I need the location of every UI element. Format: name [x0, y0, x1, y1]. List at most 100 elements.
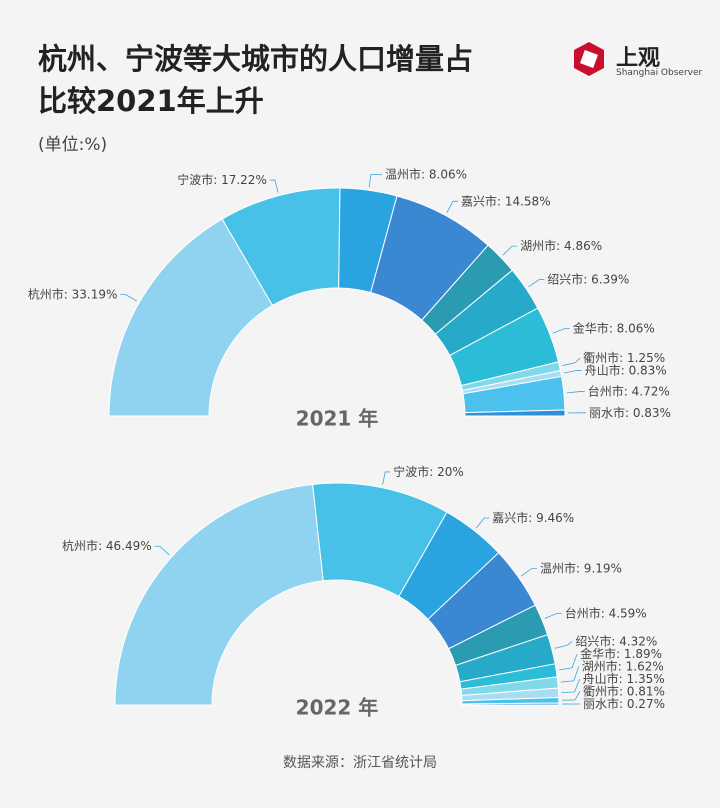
- leader-line: [544, 613, 562, 619]
- donut-segment: [114, 483, 324, 706]
- data-label: 舟山市: 0.83%: [585, 362, 667, 377]
- data-label: 宁波市: 17.22%: [177, 172, 267, 187]
- category-label: 绍兴市: [547, 271, 583, 286]
- data-label: 台州市: 4.72%: [588, 383, 670, 398]
- donut-segment: [464, 409, 566, 417]
- leader-line: [561, 691, 581, 701]
- data-label: 衢州市: 1.25%: [583, 350, 665, 365]
- data-label: 金华市: 8.06%: [573, 320, 655, 335]
- data-label: 温州市: 8.06%: [385, 166, 467, 181]
- leader-line: [382, 471, 391, 485]
- category-label: 湖州市: [520, 238, 556, 253]
- value-label: : 46.49%: [98, 539, 152, 553]
- value-label: : 8.06%: [421, 167, 467, 181]
- data-label: 杭州市: 33.19%: [28, 286, 118, 301]
- value-label: : 4.72%: [624, 384, 670, 398]
- value-label: : 1.35%: [619, 671, 665, 685]
- value-label: : 20%: [429, 464, 464, 478]
- category-label: 金华市: [580, 645, 616, 660]
- value-label: : 17.22%: [213, 173, 267, 187]
- category-label: 绍兴市: [575, 633, 611, 648]
- leader-line: [552, 328, 570, 334]
- leader-line: [120, 294, 137, 302]
- category-label: 温州市: [385, 166, 421, 181]
- source: 数据来源：浙江省统计局: [283, 755, 437, 771]
- category-label: 丽水市: [583, 695, 619, 710]
- data-label: 台州市: 4.59%: [565, 605, 647, 620]
- category-label: 温州市: [540, 560, 576, 575]
- data-label: 宁波市: 20%: [393, 463, 464, 478]
- leader-line: [528, 279, 545, 288]
- leader-line: [561, 678, 581, 693]
- data-label: 丽水市: 0.27%: [583, 695, 665, 710]
- leader-line: [559, 653, 578, 671]
- data-label: 衢州市: 0.81%: [583, 683, 665, 698]
- leader-line: [446, 200, 458, 213]
- logo-tagline: Shanghai Observer: [616, 68, 703, 78]
- category-label: 台州市: [588, 383, 624, 398]
- category-label: 丽水市: [589, 404, 625, 419]
- data-label: 湖州市: 1.62%: [582, 658, 664, 673]
- data-label: 绍兴市: 4.32%: [575, 633, 657, 648]
- value-label: : 0.27%: [619, 696, 665, 710]
- value-label: : 1.89%: [616, 646, 662, 660]
- value-label: : 14.58%: [497, 194, 551, 208]
- value-label: : 1.25%: [619, 351, 665, 365]
- data-label: 湖州市: 4.86%: [520, 238, 602, 253]
- value-label: : 0.83%: [621, 363, 667, 377]
- value-label: : 8.06%: [609, 321, 655, 335]
- value-label: : 4.86%: [556, 239, 602, 253]
- leader-line: [475, 517, 490, 529]
- leader-line: [521, 568, 537, 577]
- category-label: 衢州市: [583, 350, 619, 365]
- value-label: : 6.39%: [583, 272, 629, 286]
- leader-line: [554, 641, 573, 649]
- value-label: : 33.19%: [64, 287, 118, 301]
- category-label: 台州市: [565, 605, 601, 620]
- value-label: : 4.59%: [601, 606, 647, 620]
- category-label: 金华市: [573, 320, 609, 335]
- value-label: : 0.83%: [625, 405, 671, 419]
- data-label: 嘉兴市: 9.46%: [492, 509, 574, 524]
- leader-line: [368, 173, 382, 188]
- leader-line: [563, 370, 582, 374]
- category-label: 嘉兴市: [461, 193, 497, 208]
- chart-title: 2022 年: [296, 696, 379, 720]
- leader-line: [560, 666, 580, 683]
- data-label: 绍兴市: 6.39%: [547, 271, 629, 286]
- value-label: : 9.46%: [528, 510, 574, 524]
- data-label: 嘉兴市: 14.58%: [461, 193, 551, 208]
- category-label: 杭州市: [28, 286, 64, 301]
- leader-line: [566, 391, 585, 394]
- data-label: 丽水市: 0.83%: [589, 404, 671, 419]
- category-label: 嘉兴市: [492, 509, 528, 524]
- leader-line: [502, 245, 518, 256]
- category-label: 湖州市: [582, 658, 618, 673]
- category-label: 舟山市: [585, 362, 621, 377]
- data-label: 温州市: 9.19%: [540, 560, 622, 575]
- title: 杭州、宁波等大城市的人口增量占比较2021年上升: [38, 42, 474, 118]
- category-label: 衢州市: [583, 683, 619, 698]
- category-label: 宁波市: [177, 172, 213, 187]
- value-label: : 1.62%: [618, 659, 664, 673]
- value-label: : 9.19%: [576, 561, 622, 575]
- data-label: 舟山市: 1.35%: [583, 670, 665, 685]
- category-label: 宁波市: [393, 463, 429, 478]
- leader-line: [269, 179, 279, 193]
- leader-line: [562, 357, 581, 366]
- logo-name: 上观: [616, 46, 661, 71]
- data-label: 金华市: 1.89%: [580, 645, 662, 660]
- logo: 上观 Shanghai Observer: [570, 40, 710, 80]
- leader-line: [154, 545, 170, 556]
- chart-title: 2021 年: [296, 407, 379, 431]
- value-label: : 4.32%: [611, 634, 657, 648]
- logo-icon: [574, 42, 604, 76]
- category-label: 杭州市: [62, 538, 98, 553]
- value-label: : 0.81%: [619, 684, 665, 698]
- category-label: 舟山市: [583, 670, 619, 685]
- subtitle: (单位:%): [38, 135, 108, 155]
- donut-segment: [461, 702, 560, 706]
- data-label: 杭州市: 46.49%: [62, 538, 152, 553]
